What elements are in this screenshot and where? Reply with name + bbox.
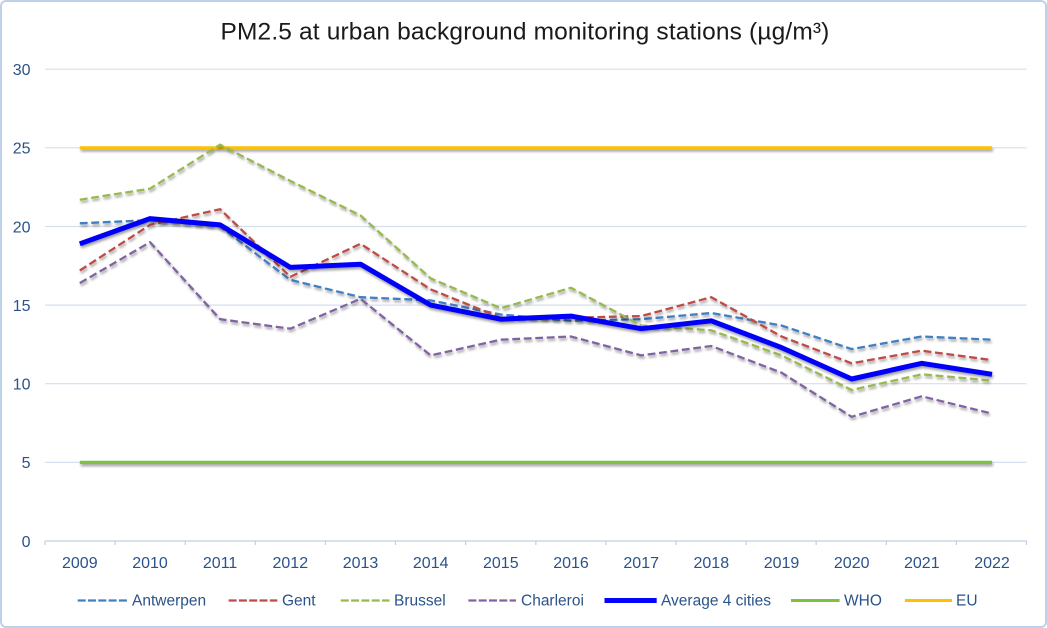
svg-text:PM2.5 at urban background moni: PM2.5 at urban background monitoring sta… bbox=[221, 19, 830, 46]
svg-text:2014: 2014 bbox=[413, 555, 449, 572]
svg-text:2019: 2019 bbox=[764, 555, 800, 572]
svg-text:EU: EU bbox=[956, 593, 978, 610]
svg-text:2020: 2020 bbox=[834, 555, 870, 572]
svg-text:2010: 2010 bbox=[132, 555, 168, 572]
svg-text:2022: 2022 bbox=[974, 555, 1010, 572]
svg-text:2011: 2011 bbox=[203, 555, 238, 572]
svg-text:WHO: WHO bbox=[844, 593, 882, 610]
svg-text:2013: 2013 bbox=[343, 555, 379, 572]
svg-text:5: 5 bbox=[22, 455, 31, 472]
svg-text:Brussel: Brussel bbox=[394, 593, 446, 610]
svg-text:15: 15 bbox=[13, 298, 31, 315]
svg-text:2016: 2016 bbox=[553, 555, 589, 572]
svg-text:2018: 2018 bbox=[694, 555, 730, 572]
svg-text:Antwerpen: Antwerpen bbox=[132, 593, 206, 610]
svg-text:Charleroi: Charleroi bbox=[521, 593, 584, 610]
svg-text:2009: 2009 bbox=[62, 555, 98, 572]
svg-text:2012: 2012 bbox=[273, 555, 309, 572]
svg-text:2015: 2015 bbox=[483, 555, 519, 572]
svg-text:20: 20 bbox=[13, 219, 31, 236]
svg-text:Gent: Gent bbox=[282, 593, 316, 610]
svg-text:0: 0 bbox=[22, 534, 31, 551]
svg-text:10: 10 bbox=[13, 377, 31, 394]
svg-text:2017: 2017 bbox=[623, 555, 659, 572]
svg-text:25: 25 bbox=[13, 141, 31, 158]
svg-text:Average 4 cities: Average 4 cities bbox=[661, 593, 771, 610]
svg-text:2021: 2021 bbox=[904, 555, 940, 572]
svg-text:30: 30 bbox=[13, 62, 31, 79]
